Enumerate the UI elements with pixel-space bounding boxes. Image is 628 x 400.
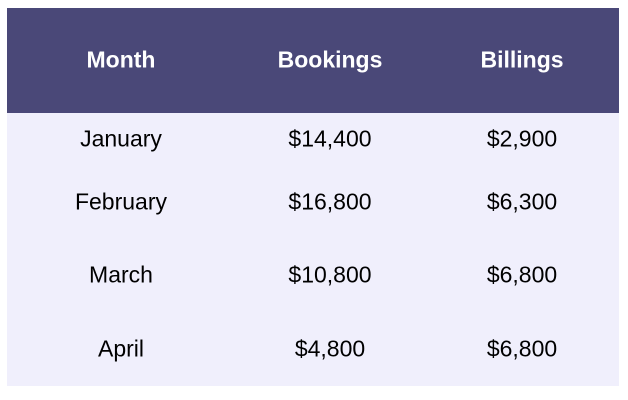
cell-month: April xyxy=(97,335,144,362)
cell-month: February xyxy=(74,188,168,215)
header-billings: Billings xyxy=(480,46,564,73)
header-bookings: Bookings xyxy=(277,46,383,73)
cell-billings: $6,800 xyxy=(486,261,558,288)
header-month: Month xyxy=(86,46,156,73)
cell-billings: $6,800 xyxy=(486,335,558,362)
cell-month: March xyxy=(89,261,153,288)
cell-billings: $6,300 xyxy=(486,188,558,215)
cell-billings: $2,900 xyxy=(486,125,558,152)
cell-bookings: $4,800 xyxy=(294,335,366,362)
data-table: Month Bookings Billings January $14,400 … xyxy=(7,8,619,386)
table-header-row: Month Bookings Billings xyxy=(7,8,619,113)
cell-bookings: $14,400 xyxy=(288,125,372,152)
cell-bookings: $10,800 xyxy=(288,261,372,288)
cell-month: January xyxy=(80,125,162,152)
cell-bookings: $16,800 xyxy=(288,188,372,215)
